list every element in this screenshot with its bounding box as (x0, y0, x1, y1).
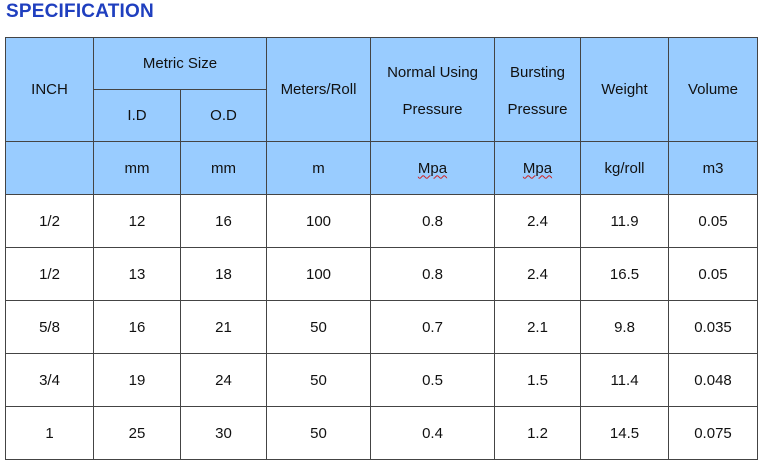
data-cell: 0.075 (668, 406, 758, 460)
header-cell: Bursting Pressure (494, 37, 581, 142)
data-cell: 11.4 (580, 353, 669, 407)
data-cell: 100 (266, 194, 371, 248)
header-cell: Weight (580, 37, 669, 142)
data-row: 1 25 30 50 0.4 1.2 14.5 0.075 (5, 406, 758, 460)
header-stack: Normal Using Pressure (371, 50, 494, 130)
header-cell: O.D (180, 89, 267, 142)
data-cell: 13 (93, 247, 181, 301)
spec-table: INCH Metric Size Meters/Roll Normal Usin… (5, 37, 758, 460)
unit-cell: m (266, 141, 371, 195)
data-cell: 14.5 (580, 406, 669, 460)
data-row: 1/2 12 16 100 0.8 2.4 11.9 0.05 (5, 194, 758, 248)
data-cell: 16 (93, 300, 181, 354)
unit-cell: Mpa (494, 141, 581, 195)
header-line: Pressure (507, 100, 568, 118)
data-cell: 19 (93, 353, 181, 407)
data-cell: 50 (266, 300, 371, 354)
data-cell: 30 (180, 406, 267, 460)
page-title: SPECIFICATION (6, 1, 154, 22)
unit-cell: mm (180, 141, 267, 195)
unit-cell: kg/roll (580, 141, 669, 195)
unit-text: Mpa (522, 159, 553, 177)
header-cell: Meters/Roll (266, 37, 371, 142)
data-cell: 0.4 (370, 406, 495, 460)
unit-cell: m3 (668, 141, 758, 195)
unit-text: mm (211, 159, 236, 177)
header-cell (5, 141, 94, 195)
data-cell: 24 (180, 353, 267, 407)
data-cell: 1.5 (494, 353, 581, 407)
data-cell: 1/2 (5, 247, 94, 301)
data-cell: 11.9 (580, 194, 669, 248)
data-row: 5/8 16 21 50 0.7 2.1 9.8 0.035 (5, 300, 758, 354)
header-line: Bursting (509, 63, 566, 81)
data-cell: 2.1 (494, 300, 581, 354)
data-cell: 1/2 (5, 194, 94, 248)
data-row: 3/4 19 24 50 0.5 1.5 11.4 0.048 (5, 353, 758, 407)
data-cell: 0.05 (668, 247, 758, 301)
data-cell: 100 (266, 247, 371, 301)
table-body: INCH Metric Size Meters/Roll Normal Usin… (5, 37, 758, 460)
header-cell: INCH (5, 37, 94, 142)
data-cell: 12 (93, 194, 181, 248)
data-cell: 0.8 (370, 194, 495, 248)
data-cell: 2.4 (494, 194, 581, 248)
data-cell: 0.5 (370, 353, 495, 407)
header-cell: Volume (668, 37, 758, 142)
unit-text: Mpa (417, 159, 448, 177)
header-cell: I.D (93, 89, 181, 142)
data-cell: 0.7 (370, 300, 495, 354)
data-cell: 16.5 (580, 247, 669, 301)
unit-cell: Mpa (370, 141, 495, 195)
data-cell: 25 (93, 406, 181, 460)
header-line: Pressure (402, 100, 463, 118)
unit-text: kg/roll (604, 159, 645, 177)
data-cell: 50 (266, 353, 371, 407)
data-cell: 18 (180, 247, 267, 301)
data-cell: 3/4 (5, 353, 94, 407)
data-cell: 2.4 (494, 247, 581, 301)
header-stack: Bursting Pressure (495, 50, 580, 130)
unit-cell: mm (93, 141, 181, 195)
header-cell: Metric Size (93, 37, 267, 90)
data-cell: 21 (180, 300, 267, 354)
data-cell: 0.035 (668, 300, 758, 354)
unit-text: m3 (702, 159, 724, 177)
units-row: mm mm m Mpa Mpa kg/roll m3 (5, 141, 758, 195)
data-cell: 16 (180, 194, 267, 248)
data-cell: 0.05 (668, 194, 758, 248)
header-row: INCH Metric Size Meters/Roll Normal Usin… (5, 37, 758, 142)
data-cell: 5/8 (5, 300, 94, 354)
unit-text: mm (124, 159, 150, 177)
data-cell: 1 (5, 406, 94, 460)
data-cell: 0.8 (370, 247, 495, 301)
data-cell: 1.2 (494, 406, 581, 460)
header-cell: Normal Using Pressure (370, 37, 495, 142)
data-cell: 0.048 (668, 353, 758, 407)
data-row: 1/2 13 18 100 0.8 2.4 16.5 0.05 (5, 247, 758, 301)
header-line: Normal Using (387, 63, 478, 81)
unit-text: m (312, 159, 325, 177)
data-cell: 50 (266, 406, 371, 460)
data-cell: 9.8 (580, 300, 669, 354)
